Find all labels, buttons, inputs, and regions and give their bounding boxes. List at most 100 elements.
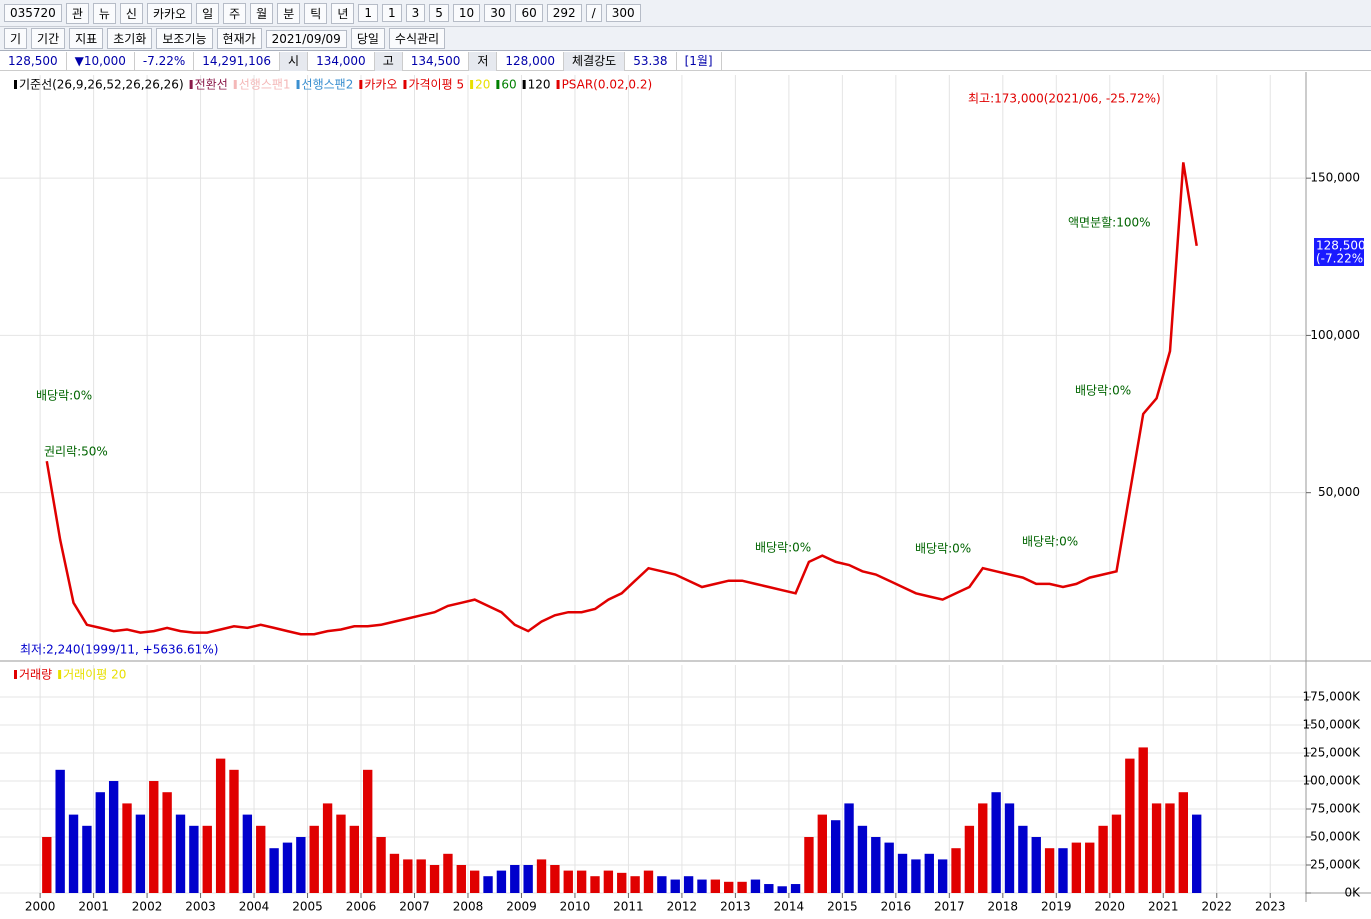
toolbar-button[interactable]: 틱 (304, 2, 328, 24)
legend-label: 거래이평 20 (63, 668, 126, 682)
toolbar-button[interactable]: 초기화 (107, 28, 153, 49)
x-tick-label: 2015 (827, 900, 858, 914)
volume-bar (750, 879, 761, 893)
legend-swatch (496, 80, 500, 89)
quote-bar: 128,500 ▼10,000 -7.22% 14,291,106 시 134,000 고 1… (0, 51, 1371, 71)
background (0, 72, 1371, 919)
volume-bar (1138, 747, 1148, 893)
toolbar-button[interactable]: 3 (405, 4, 426, 22)
volume-bar (603, 870, 614, 893)
volume-bar (991, 792, 1001, 893)
volume-bar (978, 803, 988, 893)
legend-swatch (14, 80, 17, 89)
y-tick-label: 0K (1344, 886, 1361, 900)
annotation: 권리락:50% (44, 445, 108, 459)
legend-label: 120 (528, 78, 551, 92)
toolbar-row1: 035720 관 뉴 신 카카오 일 주 월 분 틱 년 1 1 3 5 10 30 60 292/300 (0, 0, 1371, 27)
toolbar-button[interactable]: 분 (277, 2, 301, 24)
toolbar-button[interactable]: 1 (358, 4, 378, 22)
toolbar-button[interactable]: 2021/09/09 (265, 29, 347, 48)
toolbar-button[interactable]: 카카오 (146, 2, 193, 24)
annotation: 배당락:0% (1022, 535, 1078, 549)
toolbar-button[interactable]: 30 (484, 4, 512, 22)
volume-bar (42, 837, 52, 893)
quote-field: 체결강도 (564, 51, 626, 71)
volume-bar (469, 870, 480, 893)
volume-bar (162, 792, 172, 893)
toolbar-button[interactable]: 5 (429, 4, 449, 22)
volume-bar (697, 879, 707, 893)
volume-bar (296, 837, 306, 893)
quote-field: 128,500 (0, 51, 67, 71)
legend-swatch (296, 80, 300, 89)
legend-label: 거래량 (19, 668, 52, 682)
volume-bar (777, 886, 787, 893)
toolbar-button[interactable]: 292 (546, 4, 582, 22)
toolbar-button[interactable]: 기간 (31, 28, 66, 49)
volume-bar (95, 792, 105, 893)
x-tick-label: 2005 (292, 900, 323, 914)
x-tick-label: 2002 (132, 900, 163, 914)
toolbar-button[interactable]: 60 (515, 4, 543, 22)
volume-bar (844, 803, 854, 893)
volume-bar (724, 881, 734, 893)
legend-swatch (189, 80, 193, 89)
y-tick-label: 100,000K (1303, 774, 1362, 788)
volume-bar (670, 879, 680, 893)
x-tick-label: 2019 (1041, 900, 1072, 914)
legend-label: 선행스팬2 (302, 77, 354, 92)
x-tick-label: 2023 (1255, 900, 1286, 914)
annotation: 배당락:0% (36, 389, 92, 403)
volume-bar (550, 865, 560, 893)
volume-bar (1085, 842, 1095, 893)
volume-bar (1178, 792, 1189, 893)
toolbar-button[interactable]: 관 (65, 2, 89, 24)
toolbar-button[interactable]: 035720 (4, 4, 62, 22)
x-tick-label: 2007 (399, 900, 430, 914)
toolbar-button[interactable]: 주 (223, 2, 247, 24)
volume-bar (189, 825, 199, 893)
volume-bar (122, 803, 132, 893)
toolbar-button[interactable]: 기 (4, 28, 28, 49)
toolbar-button[interactable]: 지표 (69, 28, 104, 49)
annotation: 배당락:0% (1075, 384, 1131, 398)
toolbar-button[interactable]: 수식관리 (388, 28, 446, 49)
toolbar-button[interactable]: / (585, 4, 602, 22)
annotation-high: 최고:173,000(2021/06, -25.72%) (968, 92, 1161, 106)
toolbar-button[interactable]: 일 (196, 2, 220, 24)
volume-bar (590, 876, 600, 893)
x-tick-label: 2017 (934, 900, 965, 914)
toolbar-button[interactable]: 현재가 (216, 28, 262, 49)
volume-bar (790, 884, 801, 893)
y-tick-label: 25,000K (1310, 858, 1361, 872)
volume-bar (510, 865, 520, 893)
volume-bar (242, 814, 253, 893)
toolbar-button[interactable]: 뉴 (92, 2, 116, 24)
volume-bar (536, 859, 547, 893)
toolbar-button[interactable]: 당일 (350, 28, 385, 49)
quote-field: 저 (469, 51, 498, 71)
legend-swatch (58, 670, 62, 679)
toolbar-button[interactable]: 10 (452, 4, 481, 22)
volume-bar (764, 884, 774, 893)
toolbar-button[interactable]: 300 (605, 4, 641, 22)
volume-bar (416, 859, 426, 893)
toolbar-button[interactable]: 신 (119, 2, 143, 24)
legend-swatch (556, 80, 560, 89)
y-tick-label: 150,000 (1310, 171, 1360, 185)
quote-field: 134,500 (403, 51, 470, 71)
volume-bar (871, 837, 881, 893)
volume-bar (563, 870, 573, 893)
toolbar-button[interactable]: 보조기능 (156, 28, 213, 49)
volume-bar (403, 859, 413, 893)
quote-field: 53.38 (625, 51, 677, 71)
x-tick-label: 2022 (1201, 900, 1232, 914)
quote-field: [1월] (677, 51, 722, 71)
volume-bar (443, 853, 453, 893)
toolbar-button[interactable]: 년 (331, 2, 355, 24)
toolbar-button[interactable]: 1 (382, 4, 402, 22)
volume-bar (1004, 803, 1015, 893)
quote-field: -7.22% (135, 51, 195, 71)
legend-label: 카카오 (364, 78, 397, 92)
toolbar-button[interactable]: 월 (250, 2, 274, 24)
